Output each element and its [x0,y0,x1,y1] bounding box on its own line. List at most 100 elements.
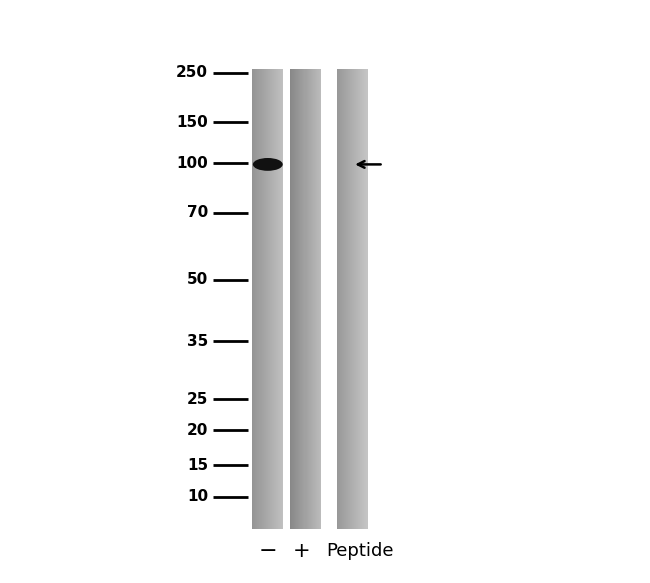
Bar [315,69,317,529]
Bar [318,69,320,529]
Bar [304,69,306,529]
Bar [352,69,354,529]
Bar [341,69,342,529]
Bar [290,69,321,529]
Bar [278,69,280,529]
Bar [349,69,351,529]
Text: 25: 25 [187,392,208,407]
Bar [313,69,315,529]
Bar [337,69,339,529]
Bar [274,69,276,529]
Bar [294,69,296,529]
Bar [341,69,343,529]
Bar [254,69,256,529]
Bar [255,69,257,529]
Bar [252,69,254,529]
Bar [358,69,359,529]
Bar [266,69,268,529]
Bar [362,69,364,529]
Bar [283,69,290,529]
Bar [264,69,265,529]
Bar [256,69,258,529]
Bar [252,69,283,529]
Bar [297,69,299,529]
Bar [354,69,355,529]
Bar [299,69,301,529]
Text: +: + [292,541,311,561]
Bar [307,69,309,529]
Bar [361,69,363,529]
Bar [317,69,318,529]
Bar [281,69,283,529]
Bar [276,69,278,529]
Bar [280,69,282,529]
Bar [319,69,320,529]
Text: 15: 15 [187,458,208,473]
Bar [291,69,292,529]
Text: 150: 150 [176,115,208,130]
Bar [282,69,284,529]
Bar [296,69,298,529]
Text: −: − [259,541,277,561]
Bar [364,69,366,529]
Bar [293,69,294,529]
Bar [350,69,352,529]
Bar [275,69,277,529]
Bar [263,69,265,529]
Bar [309,69,311,529]
Bar [360,69,362,529]
Bar [298,69,300,529]
Bar [356,69,357,529]
Bar [358,69,360,529]
Bar [266,69,267,529]
Bar [295,69,297,529]
Bar [311,69,313,529]
Bar [259,69,260,529]
Bar [339,69,340,529]
Bar [320,69,322,529]
Bar [273,69,275,529]
Bar [347,69,349,529]
Bar [366,69,368,529]
Bar [351,69,353,529]
Bar [359,69,361,529]
Text: 50: 50 [187,272,208,287]
Bar [346,69,348,529]
Bar [270,69,272,529]
Text: 10: 10 [187,489,208,504]
Bar [314,69,315,529]
Ellipse shape [253,158,283,171]
Bar [312,69,313,529]
Bar [365,69,367,529]
Bar [254,69,255,529]
Bar [272,69,274,529]
Bar [344,69,346,529]
Bar [304,69,305,529]
Bar [309,69,310,529]
Bar [307,69,308,529]
Bar [337,69,367,529]
Bar [363,69,365,529]
Bar [339,69,341,529]
Bar [292,69,294,529]
Bar [265,69,266,529]
Bar [343,69,344,529]
Bar [321,69,337,529]
Bar [261,69,263,529]
Bar [280,69,281,529]
Bar [261,69,262,529]
Text: 100: 100 [176,156,208,171]
Text: 250: 250 [176,65,208,80]
Bar [316,69,318,529]
Bar [257,69,259,529]
Bar [302,69,303,529]
Text: 70: 70 [187,205,208,220]
Bar [271,69,272,529]
Bar [354,69,356,529]
Bar [277,69,279,529]
Bar [268,69,270,529]
Bar [290,69,292,529]
Bar [269,69,270,529]
Bar [348,69,350,529]
Bar [345,69,347,529]
